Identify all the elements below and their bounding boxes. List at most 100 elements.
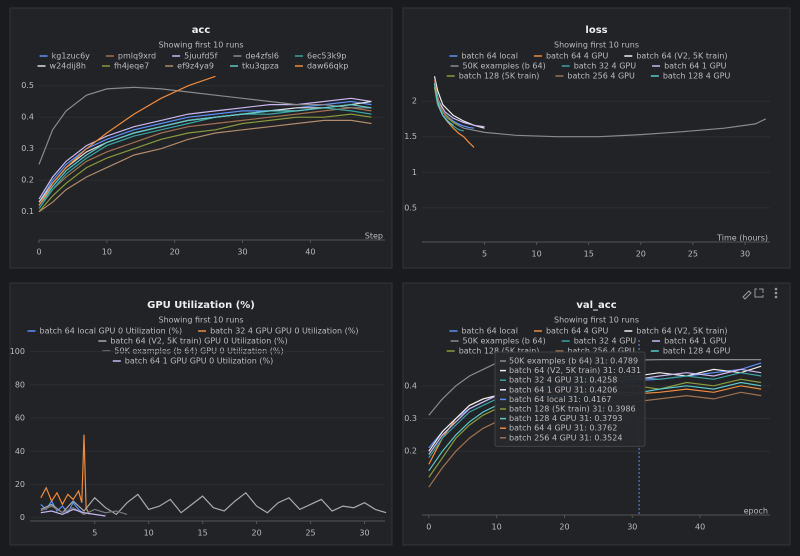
x-tick-label: 30 — [237, 248, 247, 257]
legend-label: batch 64 (V2, 5K train) — [636, 52, 727, 61]
legend-item: batch 64 local GPU 0 Utilization (%) — [27, 327, 183, 336]
chart-title: val_acc — [576, 300, 616, 311]
series-line — [40, 434, 90, 515]
y-tick-label: 0 — [20, 513, 25, 522]
legend-label: tku3qpza — [242, 62, 279, 71]
legend-label: 6ec53k9p — [307, 52, 346, 61]
y-tick-label: 100 — [10, 347, 25, 356]
legend-label: batch 64 local — [461, 52, 518, 61]
y-tick-label: 0.5 — [21, 81, 34, 90]
chart-title: acc — [192, 25, 211, 36]
legend-label: batch 32 4 GPU — [574, 337, 637, 346]
y-tick-label: 1 — [412, 168, 417, 177]
tooltip-entry: batch 128 (5K train) 31: 0.3986 — [509, 405, 636, 414]
legend-label: batch 128 (5K train) — [459, 72, 540, 81]
legend-item: pmlq9xrd — [105, 52, 156, 61]
legend-label: 50K examples (b 64) — [463, 337, 546, 346]
chart-subtitle: Showing first 10 runs — [159, 316, 244, 325]
legend-item: batch 64 1 GPU GPU 0 Utilization (%) — [112, 357, 273, 366]
legend-item: daw66qkp — [294, 62, 349, 71]
legend-label: daw66qkp — [307, 62, 349, 71]
tooltip-entry: batch 64 1 GPU 31: 0.4206 — [509, 385, 617, 394]
tooltip-entry: 50K examples (b 64) 31: 0.4789 — [509, 357, 638, 366]
legend-label: batch 64 local — [461, 327, 518, 336]
legend-item: batch 64 (V2, 5K train) — [624, 52, 728, 61]
tooltip-box — [494, 351, 646, 447]
legend-label: batch 256 4 GPU — [567, 347, 635, 356]
legend-item: kg1zuc6y — [39, 52, 91, 61]
series-line — [38, 103, 372, 206]
legend-item: batch 32 4 GPU — [561, 62, 636, 71]
chart-panel: GPU Utilization (%) Showing first 10 runs… — [9, 282, 393, 546]
legend-item: fh4jeqe7 — [101, 62, 149, 71]
legend-label: 5juufd5f — [184, 52, 217, 61]
legend-item: w24dij8h — [37, 62, 86, 71]
chart-title: GPU Utilization (%) — [147, 300, 255, 311]
legend-label: batch 32 4 GPU GPU 0 Utilization (%) — [210, 327, 358, 336]
legend-item: batch 64 local — [449, 327, 518, 336]
x-axis-label: Time (hours) — [716, 234, 768, 243]
x-tick-label: 5 — [482, 250, 487, 259]
x-tick-label: 40 — [695, 523, 705, 532]
y-tick-label: 40 — [15, 447, 25, 456]
y-tick-label: 20 — [15, 480, 25, 489]
legend-label: batch 128 4 GPU — [663, 347, 731, 356]
x-tick-label: 15 — [584, 250, 594, 259]
x-tick-label: 0 — [36, 248, 41, 257]
x-tick-label: 20 — [636, 250, 646, 259]
legend-label: batch 128 4 GPU — [663, 72, 731, 81]
x-tick-label: 10 — [102, 248, 112, 257]
tooltip-entry: batch 64 local 31: 0.4167 — [509, 395, 611, 404]
expand-icon[interactable] — [754, 288, 764, 298]
tooltip-entry: batch 256 4 GPU 31: 0.3524 — [509, 433, 622, 442]
legend-label: batch 64 local GPU 0 Utilization (%) — [40, 327, 183, 336]
edit-icon[interactable] — [742, 290, 752, 300]
x-tick-label: 30 — [359, 529, 369, 538]
x-tick-label: 20 — [252, 529, 262, 538]
legend-item: batch 64 1 GPU — [652, 337, 727, 346]
legend-label: batch 64 (V2, 5K train) GPU 0 Utilizatio… — [110, 337, 287, 346]
panel-background — [9, 7, 393, 269]
legend-item: 50K examples (b 64) GPU 0 Utilization (%… — [102, 347, 284, 356]
panel-icons[interactable] — [742, 287, 778, 300]
legend-item: batch 64 4 GPU — [533, 327, 608, 336]
y-tick-label: 0.3 — [404, 414, 417, 423]
y-tick-label: 0.4 — [404, 381, 417, 390]
legend-item: 50K examples (b 64) — [450, 337, 546, 346]
legend-item: batch 128 (5K train) — [446, 347, 539, 356]
menu-icon[interactable] — [774, 287, 778, 291]
series-line — [38, 75, 216, 206]
legend-item: batch 128 (5K train) — [446, 72, 540, 81]
legend-item: de4zfsl6 — [233, 52, 279, 61]
chart-subtitle: Showing first 10 runs — [554, 316, 639, 325]
series-line — [38, 100, 372, 203]
menu-icon[interactable] — [774, 295, 778, 299]
legend-item: 5juufd5f — [172, 52, 218, 61]
legend-label: ef9z4ya9 — [177, 62, 214, 71]
chart-subtitle: Showing first 10 runs — [554, 41, 639, 50]
chart-title: loss — [585, 25, 607, 36]
legend-item: batch 32 4 GPU — [561, 337, 637, 346]
x-axis-label: epoch — [744, 507, 768, 516]
menu-icon[interactable] — [774, 291, 778, 295]
legend-label: 50K examples (b 64) GPU 0 Utilization (%… — [114, 347, 283, 356]
chart-subtitle: Showing first 10 runs — [159, 41, 244, 50]
legend-label: w24dij8h — [50, 62, 86, 71]
x-tick-label: 10 — [144, 529, 154, 538]
legend-label: kg1zuc6y — [52, 52, 91, 61]
x-tick-label: 30 — [740, 250, 750, 259]
series-line — [40, 491, 387, 516]
legend-item: batch 128 4 GPU — [650, 72, 731, 81]
legend-item: batch 128 4 GPU — [650, 347, 731, 356]
x-tick-label: 10 — [492, 523, 502, 532]
x-tick-label: 25 — [305, 529, 315, 538]
series-line — [433, 83, 454, 126]
y-tick-label: 60 — [15, 414, 25, 423]
legend-label: batch 64 1 GPU — [664, 337, 727, 346]
tooltip-entry: batch 32 4 GPU 31: 0.4258 — [509, 376, 617, 385]
tooltip-entry: batch 128 4 GPU 31: 0.3793 — [509, 414, 622, 423]
x-axis-label: Step — [365, 232, 383, 241]
legend-label: batch 256 4 GPU — [567, 72, 635, 81]
